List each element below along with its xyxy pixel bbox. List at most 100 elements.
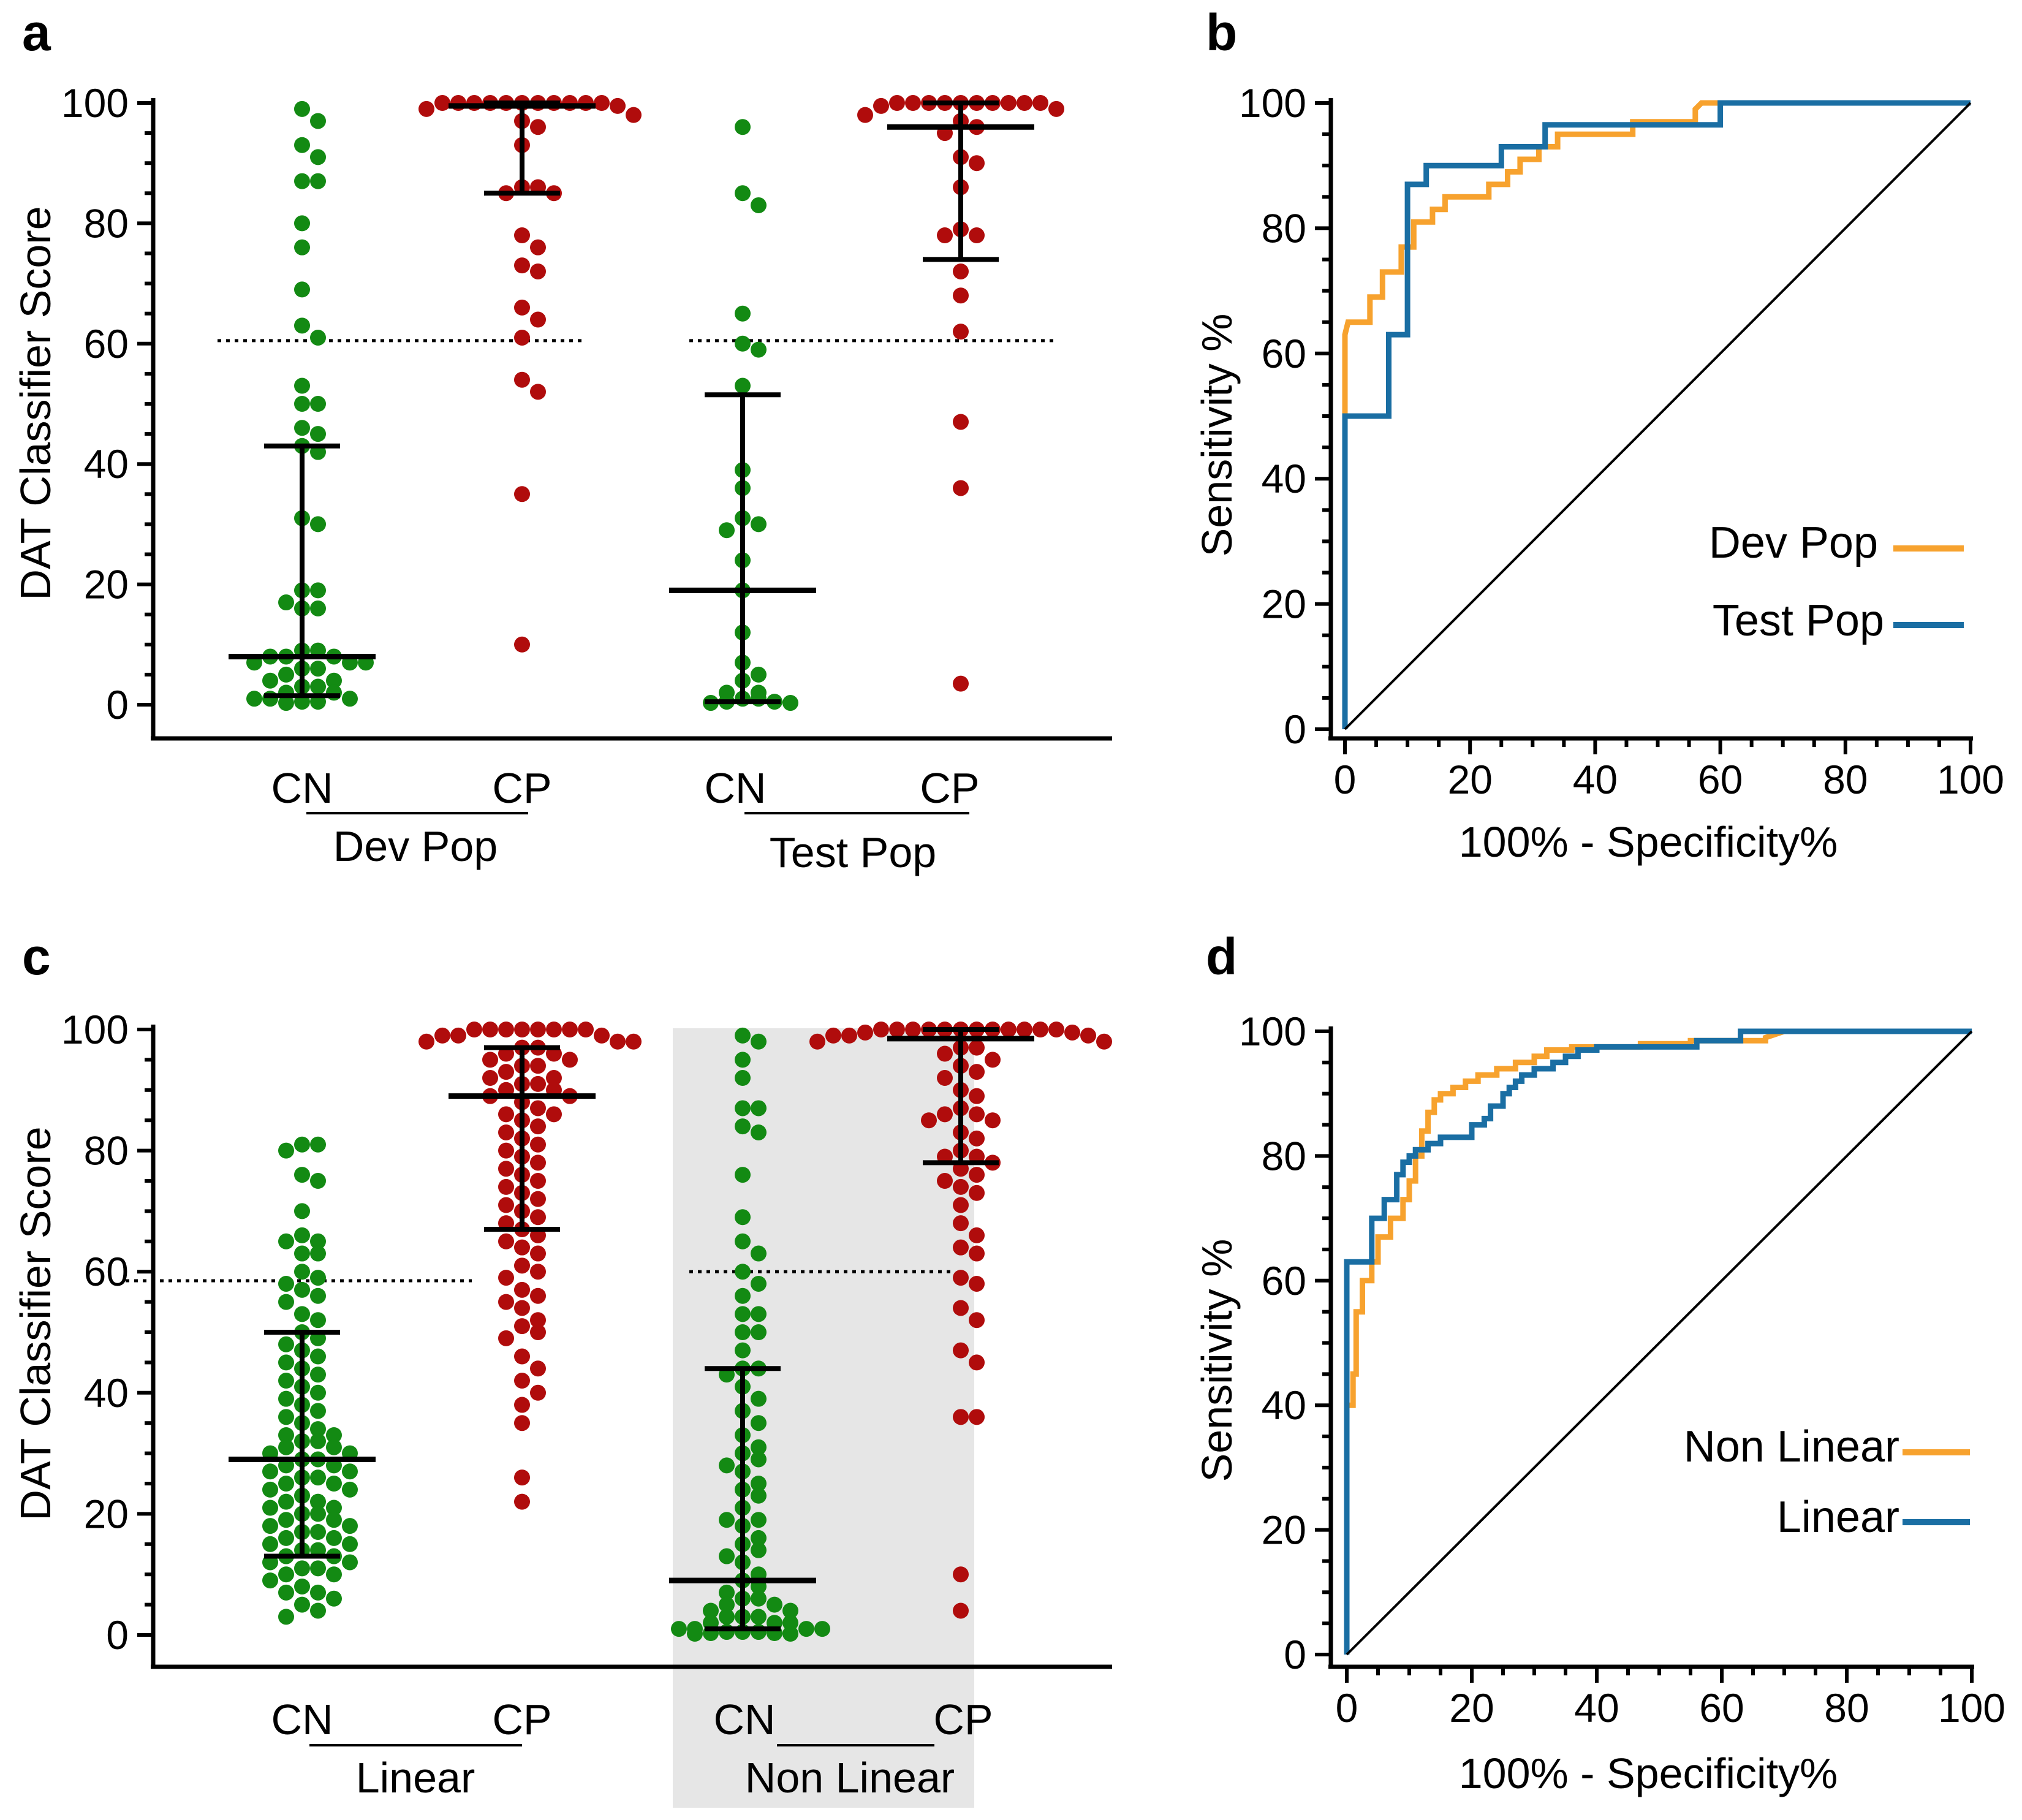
x-tick-label: 20 bbox=[1447, 757, 1492, 802]
data-point bbox=[969, 1227, 985, 1243]
data-point bbox=[310, 1506, 326, 1522]
data-point bbox=[310, 1493, 326, 1510]
data-point bbox=[294, 1167, 310, 1183]
data-point bbox=[530, 1324, 546, 1340]
data-point bbox=[751, 516, 767, 533]
roc-curve-dev-pop bbox=[1342, 100, 1971, 729]
data-point bbox=[735, 1070, 751, 1086]
data-point bbox=[751, 1324, 767, 1340]
data-point bbox=[514, 1373, 530, 1389]
data-point bbox=[294, 1136, 310, 1153]
data-point bbox=[418, 1033, 434, 1050]
data-point bbox=[326, 1590, 342, 1607]
data-point bbox=[418, 100, 434, 117]
data-point bbox=[310, 1312, 326, 1329]
data-point bbox=[751, 341, 767, 358]
data-point bbox=[310, 1233, 326, 1249]
category-label-cp: CP bbox=[492, 1696, 551, 1743]
y-tick-label: 60 bbox=[84, 321, 129, 366]
y-tick-label: 20 bbox=[84, 562, 129, 607]
data-point bbox=[514, 1239, 530, 1256]
x-axis-title: 100% - Specificity% bbox=[1459, 818, 1838, 866]
data-point bbox=[262, 672, 278, 689]
data-point bbox=[719, 1609, 735, 1625]
data-point bbox=[498, 1161, 514, 1177]
data-point bbox=[953, 1342, 969, 1359]
category-label-cn: CN bbox=[704, 764, 766, 812]
data-point bbox=[530, 239, 546, 256]
data-point bbox=[735, 1100, 751, 1117]
data-point bbox=[1048, 100, 1064, 117]
data-point bbox=[751, 1275, 767, 1292]
data-point bbox=[530, 1384, 546, 1401]
data-point bbox=[466, 1022, 482, 1037]
data-point bbox=[562, 1022, 578, 1037]
data-point bbox=[434, 95, 450, 111]
data-point bbox=[735, 1342, 751, 1359]
x-axis-title: 100% - Specificity% bbox=[1459, 1750, 1838, 1797]
legend-label-non-linear: Non Linear bbox=[1684, 1422, 1899, 1471]
x-tick-label: 80 bbox=[1824, 1685, 1869, 1731]
data-point bbox=[953, 1178, 969, 1195]
data-point bbox=[294, 1227, 310, 1243]
legend-label-linear: Linear bbox=[1777, 1493, 1899, 1542]
data-point bbox=[514, 1397, 530, 1413]
reference-diagonal bbox=[1344, 102, 1972, 730]
data-point bbox=[953, 1300, 969, 1316]
data-point bbox=[735, 1167, 751, 1183]
data-point bbox=[310, 1584, 326, 1601]
data-point bbox=[294, 1281, 310, 1298]
data-point bbox=[310, 149, 326, 165]
data-point bbox=[953, 414, 969, 430]
data-point bbox=[514, 636, 530, 653]
data-point bbox=[278, 1390, 294, 1407]
data-point bbox=[514, 1493, 530, 1510]
y-tick-label: 20 bbox=[1262, 582, 1306, 627]
data-point bbox=[798, 1621, 814, 1637]
data-point bbox=[278, 1275, 294, 1292]
data-point bbox=[953, 480, 969, 496]
data-point bbox=[969, 155, 985, 172]
data-point bbox=[969, 1130, 985, 1147]
x-tick-label: 20 bbox=[1449, 1685, 1494, 1731]
data-point bbox=[498, 1178, 514, 1195]
data-point bbox=[530, 1022, 546, 1037]
data-point bbox=[530, 1312, 546, 1329]
data-point bbox=[326, 1500, 342, 1516]
data-point bbox=[434, 1027, 450, 1044]
data-point bbox=[262, 1572, 278, 1589]
data-point bbox=[294, 239, 310, 256]
data-point bbox=[530, 1360, 546, 1377]
data-point bbox=[735, 185, 751, 202]
data-point bbox=[889, 1022, 905, 1037]
y-tick-label: 60 bbox=[1262, 1258, 1306, 1303]
data-point bbox=[498, 1106, 514, 1123]
data-point bbox=[751, 1590, 767, 1607]
y-tick-label: 80 bbox=[84, 200, 129, 246]
data-point bbox=[841, 1027, 857, 1044]
data-point bbox=[326, 1512, 342, 1528]
panel-letter-d: d bbox=[1206, 928, 1237, 985]
data-point bbox=[626, 107, 642, 123]
group-label-linear: Linear bbox=[356, 1754, 475, 1802]
data-point bbox=[310, 1287, 326, 1304]
data-point bbox=[514, 1300, 530, 1316]
data-point bbox=[514, 227, 530, 244]
data-point bbox=[278, 695, 294, 711]
data-point bbox=[751, 1542, 767, 1558]
data-point bbox=[751, 1512, 767, 1528]
data-point bbox=[278, 1439, 294, 1455]
data-point bbox=[751, 1033, 767, 1050]
data-point bbox=[969, 1354, 985, 1371]
data-point bbox=[514, 299, 530, 316]
data-point bbox=[326, 684, 342, 701]
data-point bbox=[310, 600, 326, 616]
data-point bbox=[498, 1124, 514, 1140]
data-point bbox=[594, 1027, 610, 1044]
data-point bbox=[450, 1027, 466, 1044]
data-point bbox=[310, 1173, 326, 1189]
data-point bbox=[751, 1245, 767, 1262]
data-point bbox=[514, 1348, 530, 1365]
data-point bbox=[530, 263, 546, 279]
